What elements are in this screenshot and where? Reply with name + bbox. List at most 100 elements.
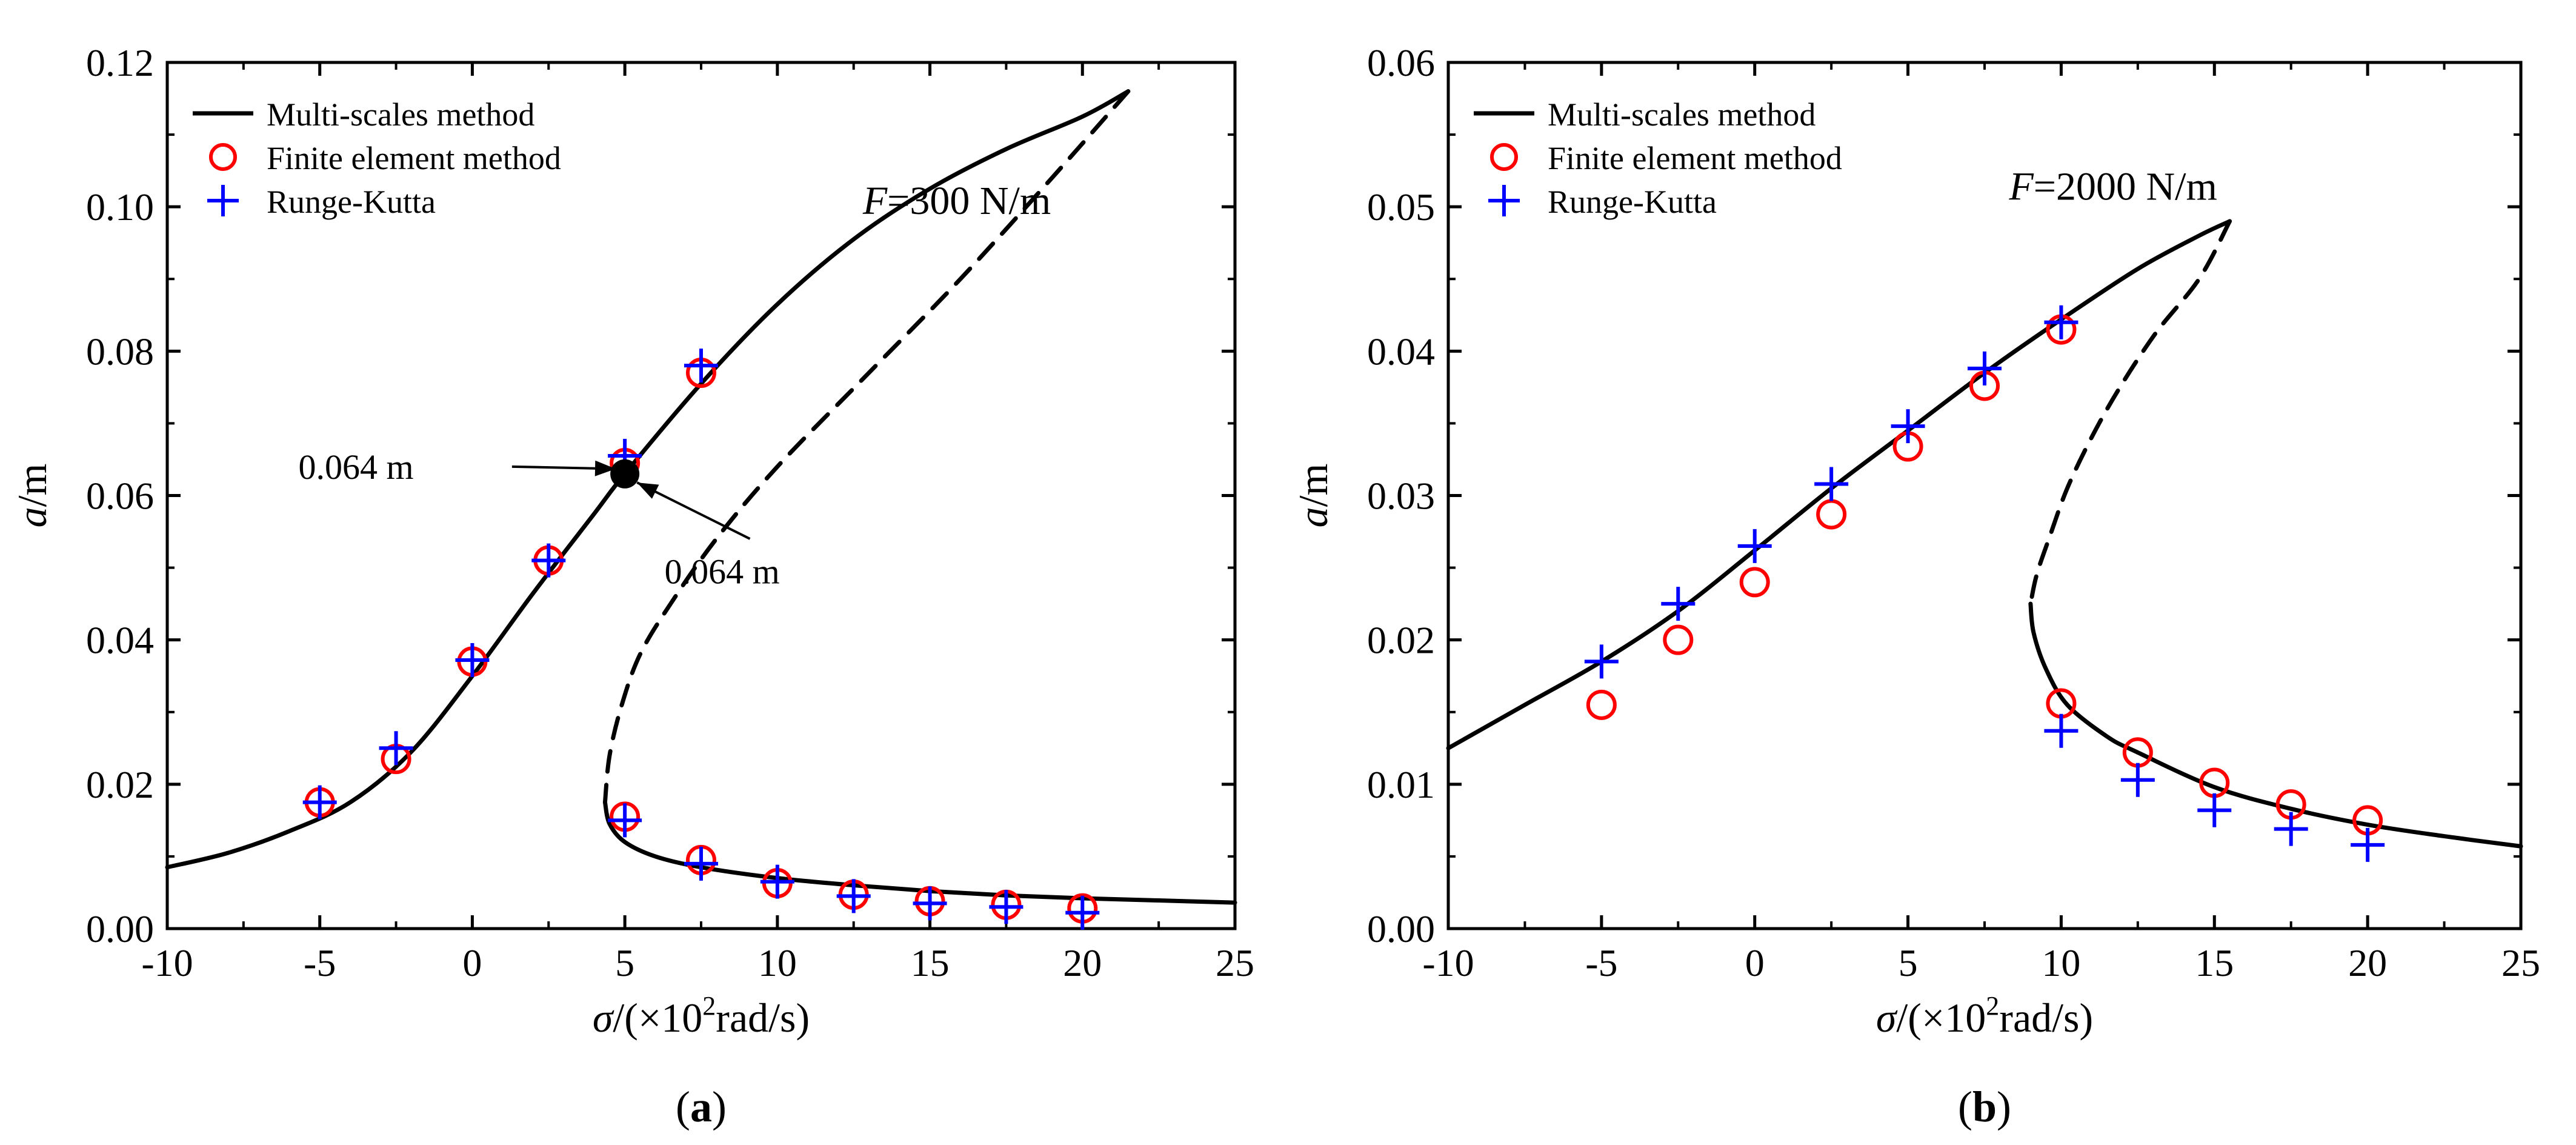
x-axis-symbol: σ	[593, 995, 614, 1041]
x-axis-symbol: σ	[1876, 995, 1898, 1041]
rk-point	[1968, 351, 2002, 386]
x-axis-prefix: /(×10	[1896, 995, 1986, 1041]
rk-point	[684, 349, 718, 383]
force-annotation: F=2000 N/m	[2008, 164, 2217, 209]
rk-point	[2197, 793, 2232, 827]
rk-point	[989, 890, 1023, 924]
legend: Multi-scales method Finite element method…	[1474, 96, 1842, 220]
y-axis-title: a/m	[9, 464, 55, 528]
x-tick-label: -5	[304, 941, 336, 984]
arrow-label: 0.064 m	[665, 552, 780, 592]
series-line-unstable-1	[2028, 219, 2232, 606]
x-tick-label: 10	[2042, 941, 2080, 984]
panel-label-open: (	[1958, 1083, 1972, 1131]
rk-point	[608, 803, 642, 838]
series-line-stable-2	[2028, 601, 2523, 849]
y-tick-label: 0.00	[86, 907, 154, 950]
series-line-unstable-1	[602, 89, 1131, 805]
x-tick-label: 25	[2501, 941, 2540, 984]
rk-point	[1891, 409, 1925, 444]
legend-label: Finite element method	[267, 140, 561, 176]
rk-point	[2120, 763, 2155, 797]
y-axis-title: a/m	[1290, 464, 1336, 528]
force-value: =300 N/m	[887, 179, 1051, 223]
series-line-stable-0	[165, 89, 1131, 870]
legend-label: Multi-scales method	[1548, 96, 1816, 133]
rk-point	[1814, 467, 1849, 501]
legend-label: Multi-scales method	[267, 96, 534, 133]
panel-label-letter: b	[1972, 1083, 1997, 1131]
force-symbol: F	[862, 179, 888, 223]
legend-label: Finite element method	[1548, 140, 1842, 176]
x-axis-suffix: rad/s)	[716, 995, 810, 1041]
rk-point	[1065, 895, 1100, 930]
rk-point	[2274, 812, 2308, 846]
rk-point	[913, 886, 947, 921]
rk-point	[1584, 644, 1619, 679]
highlight-point	[610, 459, 640, 489]
legend-label: Runge-Kutta	[267, 184, 436, 220]
y-tick-label: 0.00	[1367, 907, 1435, 950]
x-tick-label: 15	[2195, 941, 2234, 984]
panel-label-close: )	[712, 1083, 727, 1131]
x-tick-label: 20	[2348, 941, 2387, 984]
fem-point	[1586, 689, 1617, 720]
panel-label-close: )	[1997, 1083, 2011, 1131]
rk-point	[2044, 713, 2078, 748]
x-tick-label: 5	[1899, 941, 1918, 984]
y-tick-label: 0.06	[86, 475, 154, 518]
arrow-head	[637, 482, 659, 499]
y-tick-label: 0.02	[1367, 619, 1435, 662]
y-tick-label: 0.12	[86, 41, 154, 84]
x-tick-label: 25	[1216, 941, 1254, 984]
arrow-head	[594, 460, 616, 476]
x-tick-label: -10	[141, 941, 193, 984]
panel-label: (b)	[1958, 1083, 2011, 1131]
x-tick-label: -5	[1585, 941, 1617, 984]
rk-point	[684, 846, 718, 881]
x-tick-label: 10	[758, 941, 797, 984]
x-axis-superscript: 2	[702, 991, 716, 1021]
legend-circle-swatch	[1490, 143, 1518, 171]
y-tick-label: 0.04	[1367, 330, 1435, 373]
panel-label-letter: a	[690, 1083, 712, 1131]
rk-point	[836, 879, 871, 913]
x-tick-label: 5	[615, 941, 634, 984]
rk-point	[2044, 305, 2078, 339]
y-tick-label: 0.08	[86, 330, 154, 373]
y-tick-label: 0.02	[86, 763, 154, 806]
rk-point	[379, 731, 413, 766]
y-axis-suffix: /m	[9, 464, 55, 507]
panel-a: -10 -5 0 5 10 15 20 25 0.00 0.02 0.04 0.06 0.08 0.10 0…	[9, 41, 1254, 1131]
x-axis-prefix: /(×10	[613, 995, 702, 1041]
rk-point	[2351, 827, 2385, 862]
force-annotation: F=300 N/m	[862, 179, 1051, 223]
y-tick-label: 0.05	[1367, 185, 1435, 229]
x-tick-label: -10	[1422, 941, 1474, 984]
x-tick-label: 20	[1063, 941, 1102, 984]
legend-label: Runge-Kutta	[1548, 184, 1717, 220]
fem-point	[1739, 567, 1770, 598]
rk-point	[1661, 587, 1696, 621]
y-tick-label: 0.03	[1367, 475, 1435, 518]
x-tick-label: 15	[911, 941, 950, 984]
x-axis-superscript: 2	[1986, 991, 1999, 1021]
x-axis-title: σ/(×102rad/s)	[1876, 991, 2093, 1041]
x-tick-label: 0	[1745, 941, 1765, 984]
legend: Multi-scales method Finite element method…	[193, 96, 561, 220]
panel-label-open: (	[676, 1083, 690, 1131]
rk-point	[302, 785, 337, 820]
y-tick-label: 0.06	[1367, 41, 1435, 84]
y-axis-suffix: /m	[1290, 464, 1336, 507]
rk-point	[455, 643, 490, 678]
x-axis-title: σ/(×102rad/s)	[593, 991, 810, 1041]
rk-point	[531, 543, 566, 578]
y-tick-label: 0.10	[86, 185, 154, 229]
panel-b: -10 -5 0 5 10 15 20 25 0.00 0.01 0.02 0.03 0.04 0.05 0…	[1290, 41, 2540, 1131]
fem-point	[1816, 499, 1847, 530]
legend-circle-swatch	[209, 143, 237, 171]
x-axis-suffix: rad/s)	[1999, 995, 2093, 1041]
force-value: =2000 N/m	[2034, 164, 2217, 209]
x-tick-label: 0	[462, 941, 482, 984]
